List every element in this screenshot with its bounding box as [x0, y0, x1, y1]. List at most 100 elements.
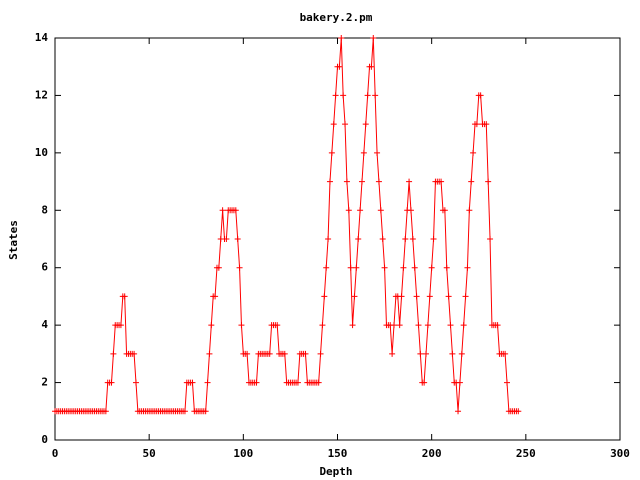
- point-marker: [447, 322, 454, 329]
- point-marker: [274, 322, 281, 329]
- y-tick-label: 2: [41, 376, 48, 389]
- point-marker: [244, 350, 251, 357]
- point-marker: [468, 178, 475, 185]
- point-marker: [355, 236, 362, 242]
- point-marker: [483, 121, 490, 128]
- point-marker: [398, 293, 405, 300]
- point-marker: [515, 408, 522, 415]
- point-marker: [377, 207, 384, 214]
- point-marker: [236, 264, 243, 271]
- point-marker: [406, 178, 413, 185]
- point-marker: [413, 293, 420, 300]
- point-marker: [473, 121, 480, 128]
- point-marker: [338, 35, 345, 41]
- y-tick-label: 14: [35, 31, 49, 44]
- point-marker: [456, 379, 463, 386]
- point-marker: [372, 92, 379, 99]
- point-marker: [325, 236, 332, 242]
- point-marker: [181, 408, 188, 415]
- point-marker: [396, 322, 403, 329]
- point-marker: [342, 121, 349, 128]
- x-tick-label: 300: [610, 447, 630, 460]
- point-marker: [364, 92, 371, 99]
- point-marker: [347, 264, 354, 271]
- point-marker: [202, 408, 209, 415]
- point-marker: [449, 350, 456, 357]
- x-tick-label: 50: [143, 447, 156, 460]
- x-tick-label: 150: [328, 447, 348, 460]
- point-marker: [281, 350, 288, 357]
- point-marker: [428, 264, 435, 271]
- x-tick-label: 0: [52, 447, 59, 460]
- point-marker: [504, 379, 510, 386]
- point-marker: [208, 322, 215, 329]
- point-marker: [438, 178, 445, 185]
- point-marker: [470, 149, 477, 156]
- point-marker: [411, 264, 418, 271]
- point-marker: [455, 408, 462, 415]
- point-marker: [238, 322, 245, 329]
- point-marker: [400, 264, 407, 271]
- point-marker: [441, 207, 448, 214]
- point-marker: [206, 350, 213, 357]
- point-marker: [340, 92, 347, 99]
- point-marker: [460, 322, 467, 329]
- point-marker: [443, 264, 450, 271]
- point-marker: [253, 379, 260, 386]
- point-marker: [464, 264, 471, 271]
- y-tick-label: 0: [41, 433, 48, 446]
- point-marker: [370, 35, 377, 41]
- point-marker: [368, 63, 375, 70]
- point-marker: [330, 121, 337, 128]
- point-marker: [421, 379, 428, 386]
- point-marker: [234, 236, 241, 242]
- point-marker: [212, 293, 219, 300]
- point-marker: [189, 379, 196, 386]
- point-marker: [477, 92, 484, 99]
- point-marker: [430, 236, 437, 242]
- point-marker: [343, 178, 350, 185]
- point-marker: [102, 408, 109, 415]
- x-axis-label: Depth: [319, 465, 352, 478]
- point-marker: [345, 207, 352, 214]
- chart-title: bakery.2.pm: [300, 11, 373, 24]
- point-marker: [323, 264, 330, 271]
- point-marker: [487, 236, 494, 242]
- point-marker: [374, 149, 381, 156]
- point-marker: [215, 264, 222, 271]
- point-marker: [426, 293, 433, 300]
- point-marker: [328, 149, 335, 156]
- point-marker: [494, 322, 501, 329]
- point-marker: [381, 264, 388, 271]
- point-marker: [315, 379, 322, 386]
- y-axis-label: States: [7, 220, 20, 260]
- point-marker: [204, 379, 211, 386]
- y-tick-label: 10: [35, 146, 48, 159]
- point-marker: [110, 350, 117, 357]
- point-marker: [117, 322, 124, 329]
- point-marker: [357, 207, 364, 214]
- point-marker: [223, 236, 230, 242]
- x-tick-label: 250: [516, 447, 536, 460]
- point-marker: [375, 178, 382, 185]
- x-tick-label: 200: [422, 447, 442, 460]
- point-marker: [266, 350, 273, 357]
- point-marker: [458, 350, 465, 357]
- point-marker: [319, 322, 326, 329]
- point-marker: [332, 92, 339, 99]
- x-tick-label: 100: [233, 447, 253, 460]
- point-marker: [424, 322, 431, 329]
- y-tick-label: 4: [41, 318, 48, 331]
- point-marker: [349, 322, 356, 329]
- point-marker: [121, 293, 128, 300]
- point-marker: [423, 350, 430, 357]
- point-marker: [415, 322, 422, 329]
- y-tick-label: 12: [35, 88, 48, 101]
- point-marker: [317, 350, 324, 357]
- point-marker: [108, 379, 115, 386]
- point-marker: [409, 236, 416, 242]
- y-tick-label: 6: [41, 261, 48, 274]
- point-marker: [132, 379, 139, 386]
